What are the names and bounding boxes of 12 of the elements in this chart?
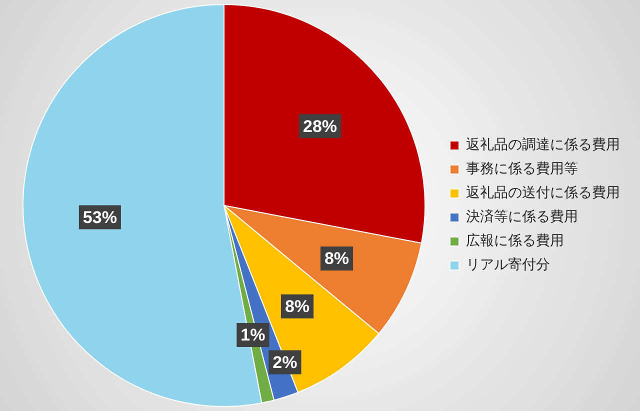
legend-label: 事務に係る費用等 [466,161,578,178]
legend-label: 広報に係る費用 [466,233,564,250]
data-label: 1% [240,326,266,345]
data-label: 8% [284,297,310,316]
legend-label: リアル寄付分 [466,257,550,274]
legend-label: 返礼品の調達に係る費用 [466,137,620,154]
legend-label: 返礼品の送付に係る費用 [466,185,620,202]
data-label: 53% [82,208,117,227]
data-label: 28% [303,116,338,136]
data-label: 2% [272,352,298,372]
legend-label: 決済等に係る費用 [466,209,578,226]
data-label: 8% [324,249,350,268]
